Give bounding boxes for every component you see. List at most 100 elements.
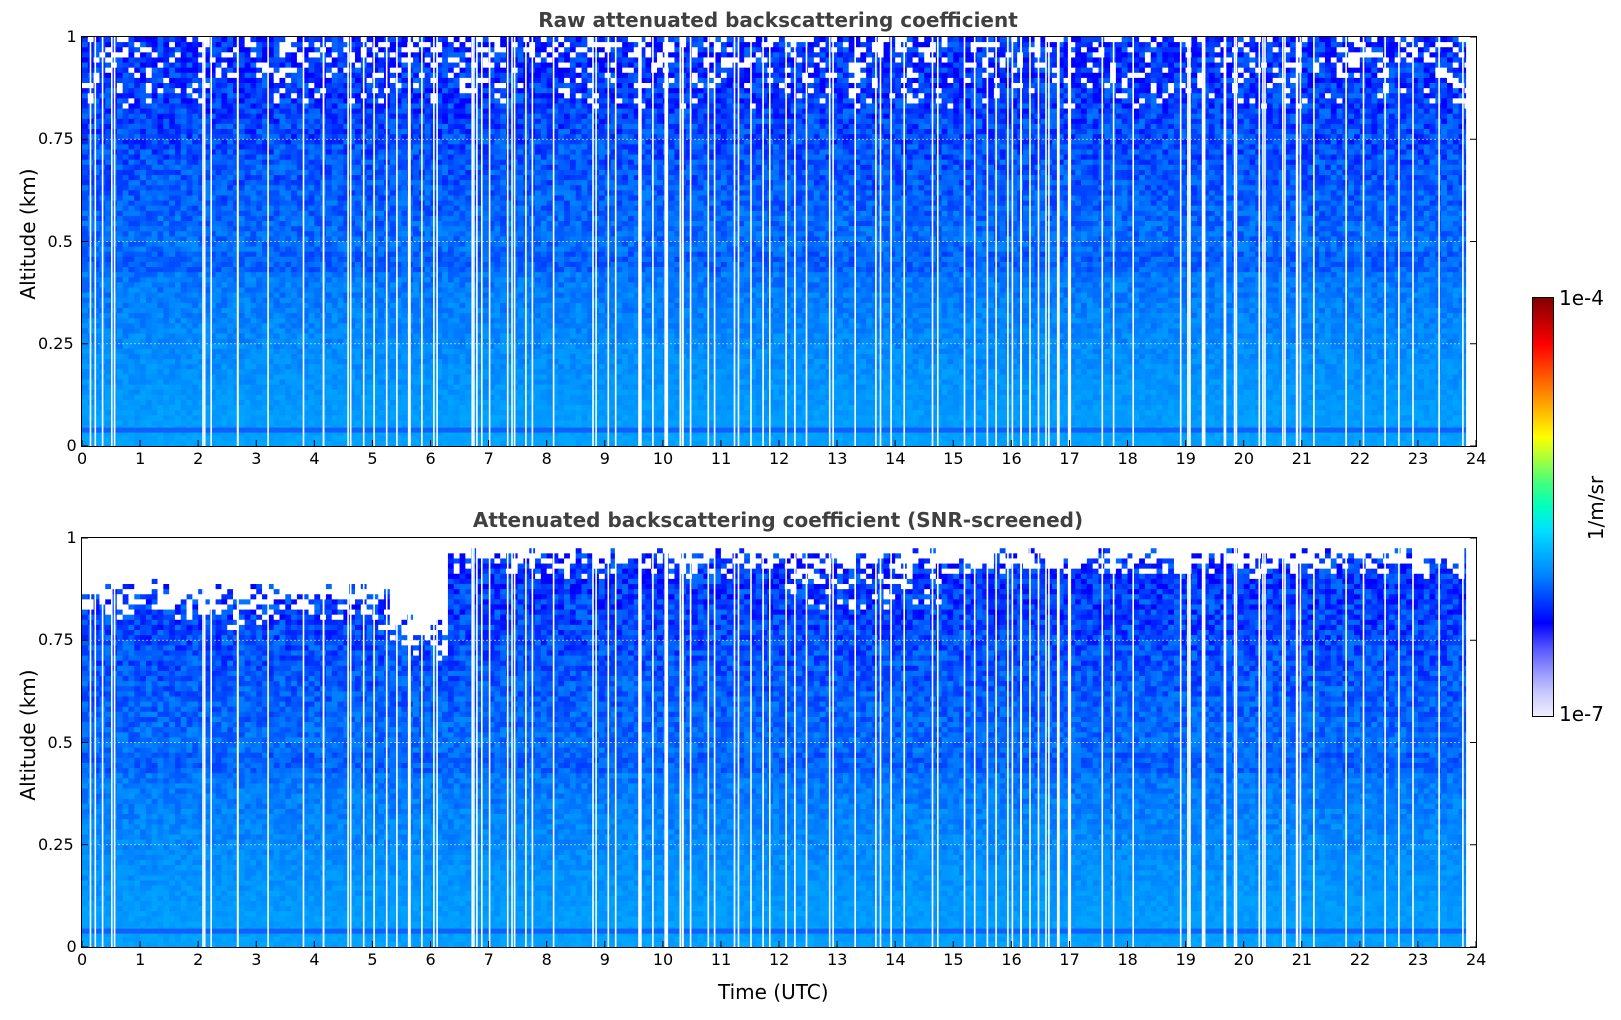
heatmap-cell	[872, 57, 878, 63]
heatmap-cell	[971, 109, 977, 115]
heatmap-cell	[913, 78, 919, 84]
heatmap-cell	[622, 73, 628, 79]
heatmap-cell	[953, 68, 959, 74]
heatmap-cell	[367, 129, 373, 135]
heatmap-cell	[158, 63, 164, 69]
heatmap-cell	[942, 124, 948, 130]
heatmap-cell	[1238, 129, 1244, 135]
heatmap-cell	[163, 129, 169, 135]
heatmap-cell	[686, 98, 692, 104]
heatmap-cell	[187, 93, 193, 99]
heatmap-cell	[192, 129, 198, 135]
heatmap-cell	[866, 63, 872, 69]
heatmap-cell	[796, 78, 802, 84]
heatmap-cell	[256, 83, 262, 89]
heatmap-cell	[1145, 103, 1151, 109]
heatmap-cell	[181, 52, 187, 58]
heatmap-cell	[309, 103, 315, 109]
heatmap-cell	[1023, 109, 1029, 115]
heatmap-cell	[884, 83, 890, 89]
heatmap-cell	[1249, 103, 1255, 109]
heatmap-cell	[1191, 114, 1197, 120]
heatmap-cell	[401, 73, 407, 79]
heatmap-cell	[181, 73, 187, 79]
heatmap-cell	[669, 78, 675, 84]
heatmap-cell	[117, 68, 123, 74]
heatmap-cell	[1447, 114, 1453, 120]
heatmap-cell	[1081, 88, 1087, 94]
heatmap-cell	[924, 37, 930, 43]
heatmap-cell	[1116, 109, 1122, 115]
heatmap-cell	[1116, 129, 1122, 135]
heatmap-cell	[796, 114, 802, 120]
heatmap-cell	[872, 52, 878, 58]
heatmap-cell	[326, 73, 332, 79]
heatmap-cell	[1244, 88, 1250, 94]
heatmap-cell	[448, 52, 454, 58]
heatmap-cell	[988, 103, 994, 109]
heatmap-cell	[128, 78, 134, 84]
heatmap-cell	[494, 68, 500, 74]
heatmap-cell	[860, 47, 866, 53]
heatmap-cell	[872, 63, 878, 69]
heatmap-cell	[140, 129, 146, 135]
heatmap-cell	[1244, 57, 1250, 63]
heatmap-cell	[1191, 83, 1197, 89]
heatmap-cell	[1000, 42, 1006, 48]
heatmap-cell	[105, 78, 111, 84]
heatmap-cell	[564, 47, 570, 53]
heatmap-cell	[558, 57, 564, 63]
heatmap-cell	[1441, 42, 1447, 48]
heatmap-cell	[657, 88, 663, 94]
heatmap-cell	[378, 124, 384, 130]
heatmap-cell	[442, 109, 448, 115]
heatmap-cell	[1238, 109, 1244, 115]
heatmap-cell	[146, 129, 152, 135]
heatmap-cell	[192, 68, 198, 74]
heatmap-cell	[518, 139, 524, 145]
heatmap-cell	[128, 109, 134, 115]
heatmap-cell	[378, 103, 384, 109]
heatmap-cell	[494, 109, 500, 115]
heatmap-cell	[645, 42, 651, 48]
heatmap-cell	[802, 114, 808, 120]
heatmap-cell	[187, 57, 193, 63]
heatmap-cell	[1383, 52, 1389, 58]
heatmap-cell	[1215, 98, 1221, 104]
heatmap-cell	[1302, 57, 1308, 63]
heatmap-cell	[442, 93, 448, 99]
heatmap-cell	[796, 139, 802, 145]
heatmap-cell	[82, 93, 88, 99]
heatmap-cell	[460, 93, 466, 99]
heatmap-cell	[221, 47, 227, 53]
heatmap-cell	[657, 98, 663, 104]
heatmap-cell	[715, 103, 721, 109]
heatmap-cell	[483, 98, 489, 104]
heatmap-cell	[599, 42, 605, 48]
heatmap-cell	[1104, 83, 1110, 89]
heatmap-cell	[494, 139, 500, 145]
heatmap-cell	[291, 139, 297, 145]
heatmap-cell	[698, 129, 704, 135]
heatmap-cell	[1104, 114, 1110, 120]
heatmap-cell	[953, 83, 959, 89]
heatmap-cell	[953, 37, 959, 43]
heatmap-cell	[1168, 78, 1174, 84]
heatmap-cell	[192, 124, 198, 130]
heatmap-cell	[1209, 52, 1215, 58]
heatmap-cell	[465, 98, 471, 104]
heatmap-cell	[698, 139, 704, 145]
heatmap-cell	[192, 42, 198, 48]
heatmap-cell	[425, 93, 431, 99]
heatmap-cell	[541, 129, 547, 135]
heatmap-cell	[355, 57, 361, 63]
heatmap-cell	[953, 93, 959, 99]
heatmap-cell	[338, 68, 344, 74]
heatmap-cell	[460, 139, 466, 145]
heatmap-cell	[1000, 124, 1006, 130]
heatmap-cell	[256, 139, 262, 145]
heatmap-cell	[1191, 129, 1197, 135]
heatmap-cell	[175, 93, 181, 99]
heatmap-cell	[390, 119, 396, 125]
heatmap-cell	[1238, 83, 1244, 89]
